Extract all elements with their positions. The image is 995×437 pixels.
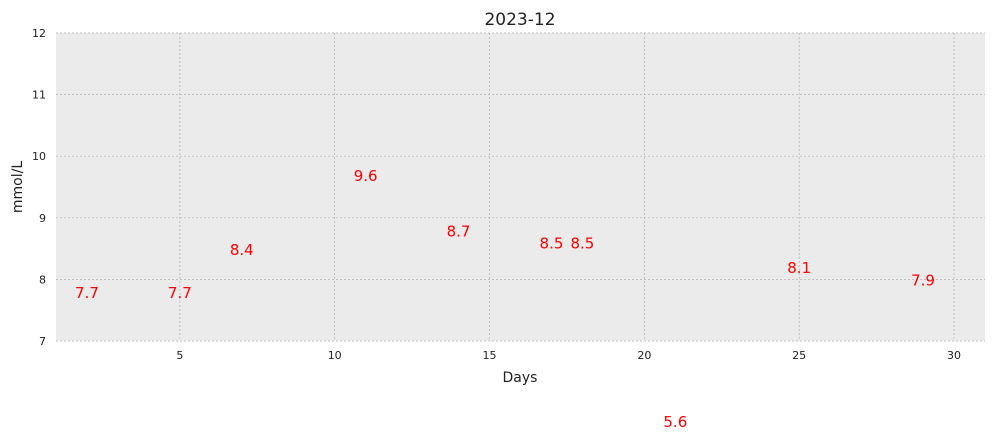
value-label: 9.6 <box>354 167 378 185</box>
y-tick-label: 9 <box>39 212 46 225</box>
value-label: 8.1 <box>787 259 811 277</box>
x-axis-label: Days <box>503 370 538 386</box>
y-axis-label: mmol/L <box>10 161 26 213</box>
x-tick-label: 15 <box>483 349 497 362</box>
value-label: 7.9 <box>911 272 935 290</box>
x-tick-label: 20 <box>637 349 651 362</box>
x-tick-label: 25 <box>792 349 806 362</box>
plot-area <box>56 33 985 341</box>
value-label: 7.7 <box>168 284 192 302</box>
x-tick-label: 5 <box>176 349 183 362</box>
y-tick-label: 12 <box>32 27 46 40</box>
y-tick-label: 8 <box>39 273 46 286</box>
x-tick-label: 10 <box>328 349 342 362</box>
x-tick-label: 30 <box>947 349 961 362</box>
chart-title: 2023-12 <box>484 10 555 30</box>
value-label: 8.7 <box>447 222 471 240</box>
value-label: 8.4 <box>230 241 254 259</box>
value-label: 8.5 <box>571 235 595 253</box>
value-label: 5.6 <box>663 413 687 431</box>
value-label: 7.7 <box>75 284 99 302</box>
value-label: 8.5 <box>540 235 564 253</box>
y-tick-label: 11 <box>32 89 46 102</box>
y-tick-label: 7 <box>39 335 46 348</box>
y-tick-label: 10 <box>32 150 46 163</box>
